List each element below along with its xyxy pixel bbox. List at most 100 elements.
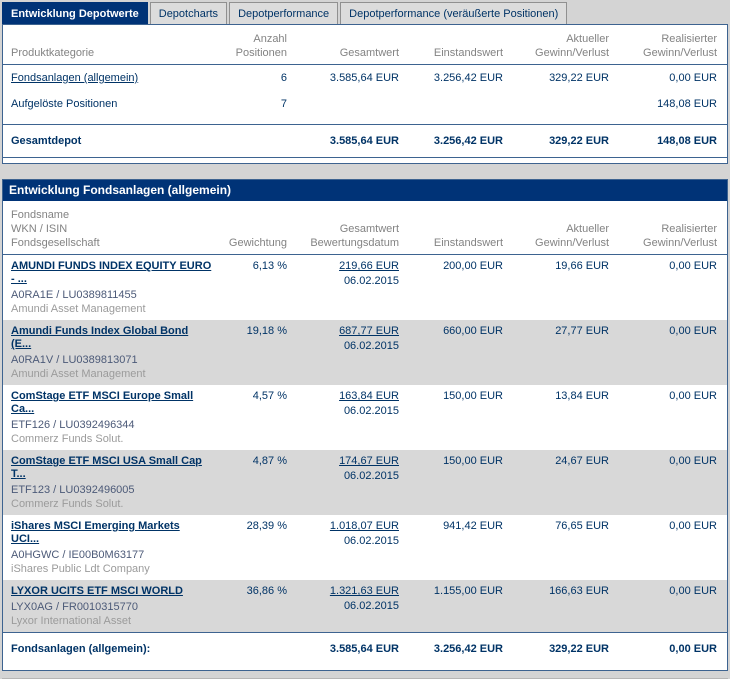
fondsgesellschaft-value: Amundi Asset Management <box>11 303 146 315</box>
tab-depotcharts[interactable]: Depotcharts <box>149 2 228 24</box>
fund-name-line1: iShares MSCI Emerging Markets <box>11 520 180 532</box>
fund-row: AMUNDI FUNDS INDEX EQUITY EURO - ... A0R… <box>3 255 727 320</box>
gesamtwert-value: 3.585,64 EUR <box>329 72 399 84</box>
col-header-bewertungsdatum: Bewertungsdatum <box>310 237 399 249</box>
fondsanlagen-panel: Entwicklung Fondsanlagen (allgemein) Fon… <box>2 179 728 671</box>
col-header-aktueller: Aktueller <box>566 33 609 45</box>
gewichtung-value: 4,87 % <box>252 455 287 467</box>
summary-total-row: Gesamtdepot 3.585,64 EUR 3.256,42 EUR 32… <box>3 124 727 158</box>
gesamtwert-link[interactable]: 174,67 EUR <box>339 455 399 467</box>
einstandswert-value: 150,00 EUR <box>443 455 503 467</box>
positions-value: 7 <box>280 98 287 110</box>
gesamtwert-link[interactable]: 219,66 EUR <box>339 260 399 272</box>
gewichtung-value: 36,86 % <box>246 585 287 597</box>
fondsgesellschaft-value: Amundi Asset Management <box>11 368 146 380</box>
fund-name-link[interactable]: ComStage ETF MSCI Europe Small Ca... <box>11 390 227 416</box>
fund-name-line1: ComStage ETF MSCI USA Small Cap <box>11 455 202 467</box>
aktueller-gv-value: 24,67 EUR <box>555 455 609 467</box>
fund-rows-container: AMUNDI FUNDS INDEX EQUITY EURO - ... A0R… <box>3 255 727 632</box>
fund-name-link[interactable]: Amundi Funds Index Global Bond (E... <box>11 325 227 351</box>
col-header-gewichtung: Gewichtung <box>228 237 287 249</box>
col-header-fondsname: Fondsname <box>11 209 70 221</box>
total-aktueller-gv: 329,22 EUR <box>549 135 609 147</box>
aktueller-gv-value: 27,77 EUR <box>555 325 609 337</box>
col-header-anzahl: Anzahl <box>253 33 287 45</box>
einstandswert-value: 660,00 EUR <box>443 325 503 337</box>
col-header-positionen: Positionen <box>235 47 287 59</box>
gewichtung-value: 19,18 % <box>246 325 287 337</box>
fund-name-line2: T... <box>11 468 26 480</box>
col-header-aktueller-gv: Gewinn/Verlust <box>535 47 609 59</box>
total-gesamtwert: 3.585,64 EUR <box>329 135 399 147</box>
wkn-isin-value: A0RA1V / LU0389813071 <box>11 354 138 366</box>
col-header-fondsgesellschaft: Fondsgesellschaft <box>11 237 100 249</box>
bewertungsdatum-value: 06.02.2015 <box>343 275 399 287</box>
tab-depotperformance-veraeusserte[interactable]: Depotperformance (veräußerte Positionen) <box>340 2 568 24</box>
col-header-aktueller-gv: Gewinn/Verlust <box>535 237 609 249</box>
total-realisierter-gv: 148,08 EUR <box>657 135 717 147</box>
wkn-isin-value: ETF123 / LU0392496005 <box>11 484 135 496</box>
col-header-gesamtwert: Gesamtwert <box>339 223 399 235</box>
fondsgesellschaft-value: Commerz Funds Solut. <box>11 433 124 445</box>
col-header-einstandswert: Einstandswert <box>433 237 503 249</box>
fund-name-link[interactable]: iShares MSCI Emerging Markets UCI... <box>11 520 227 546</box>
realisierter-gv-value: 0,00 EUR <box>669 72 717 84</box>
gesamtwert-link[interactable]: 1.321,63 EUR <box>329 585 399 597</box>
fund-row: ComStage ETF MSCI Europe Small Ca... ETF… <box>3 385 727 450</box>
fund-footer-realisierter-gv: 0,00 EUR <box>669 643 717 655</box>
fund-footer-label: Fondsanlagen (allgemein): <box>11 643 151 655</box>
fund-row: iShares MSCI Emerging Markets UCI... A0H… <box>3 515 727 580</box>
fund-name-line2: Ca... <box>11 403 35 415</box>
section-title: Entwicklung Fondsanlagen (allgemein) <box>3 180 727 201</box>
aktueller-gv-value: 19,66 EUR <box>555 260 609 272</box>
col-header-realisierter-gv: Gewinn/Verlust <box>643 47 717 59</box>
gesamtwert-link[interactable]: 163,84 EUR <box>339 390 399 402</box>
fund-table-header: Fondsname WKN / ISIN Gesamtwert Aktuelle… <box>3 201 727 255</box>
fund-name-line2: (E... <box>11 338 32 350</box>
fund-name-link[interactable]: ComStage ETF MSCI USA Small Cap T... <box>11 455 227 481</box>
col-header-realisierter-gv: Gewinn/Verlust <box>643 237 717 249</box>
col-header-einstandswert: Einstandswert <box>433 47 503 59</box>
gesamtwert-link[interactable]: 1.018,07 EUR <box>329 520 399 532</box>
fund-row: Amundi Funds Index Global Bond (E... A0R… <box>3 320 727 385</box>
col-header-produktkategorie: Produktkategorie <box>11 47 95 59</box>
tab-entwicklung-depotwerte[interactable]: Entwicklung Depotwerte <box>2 2 148 24</box>
aktueller-gv-value: 13,84 EUR <box>555 390 609 402</box>
einstandswert-value: 1.155,00 EUR <box>433 585 503 597</box>
fund-name-line1: AMUNDI FUNDS INDEX EQUITY EURO <box>11 260 212 272</box>
total-einstandswert: 3.256,42 EUR <box>433 135 503 147</box>
col-header-gesamtwert: Gesamtwert <box>339 47 399 59</box>
realisierter-gv-value: 0,00 EUR <box>669 520 717 532</box>
einstandswert-value: 941,42 EUR <box>443 520 503 532</box>
fund-name-link[interactable]: LYXOR UCITS ETF MSCI WORLD <box>11 585 227 598</box>
realisierter-gv-value: 148,08 EUR <box>657 98 717 110</box>
gewichtung-value: 28,39 % <box>246 520 287 532</box>
fondsanlagen-allgemein-link[interactable]: Fondsanlagen (allgemein) <box>11 72 139 84</box>
bewertungsdatum-value: 06.02.2015 <box>343 535 399 547</box>
gesamtwert-link[interactable]: 687,77 EUR <box>339 325 399 337</box>
tab-bar: Entwicklung Depotwerte Depotcharts Depot… <box>0 0 730 24</box>
aktueller-gv-value: 166,63 EUR <box>549 585 609 597</box>
fund-name-line1: ComStage ETF MSCI Europe Small <box>11 390 194 402</box>
realisierter-gv-value: 0,00 EUR <box>669 260 717 272</box>
fund-row: ComStage ETF MSCI USA Small Cap T... ETF… <box>3 450 727 515</box>
wkn-isin-value: A0HGWC / IE00B0M63177 <box>11 549 145 561</box>
fund-footer-gesamtwert: 3.585,64 EUR <box>329 643 399 655</box>
bewertungsdatum-value: 06.02.2015 <box>343 405 399 417</box>
fund-row: LYXOR UCITS ETF MSCI WORLD LYX0AG / FR00… <box>3 580 727 632</box>
fund-name-link[interactable]: AMUNDI FUNDS INDEX EQUITY EURO - ... <box>11 260 227 286</box>
col-header-wkn-isin: WKN / ISIN <box>11 223 68 235</box>
aktueller-gv-value: 329,22 EUR <box>549 72 609 84</box>
bewertungsdatum-value: 06.02.2015 <box>343 600 399 612</box>
realisierter-gv-value: 0,00 EUR <box>669 585 717 597</box>
fondsgesellschaft-value: Lyxor International Asset <box>11 615 132 627</box>
tab-depotperformance[interactable]: Depotperformance <box>229 2 339 24</box>
fund-footer-row: Fondsanlagen (allgemein): 3.585,64 EUR 3… <box>3 632 727 665</box>
bewertungsdatum-value: 06.02.2015 <box>343 470 399 482</box>
fund-name-line2: UCI... <box>11 533 40 545</box>
wkn-isin-value: ETF126 / LU0392496344 <box>11 419 135 431</box>
gewichtung-value: 4,57 % <box>252 390 287 402</box>
fondsgesellschaft-value: iShares Public Ldt Company <box>11 563 150 575</box>
gewichtung-value: 6,13 % <box>252 260 287 272</box>
aktueller-gv-value: 76,65 EUR <box>555 520 609 532</box>
